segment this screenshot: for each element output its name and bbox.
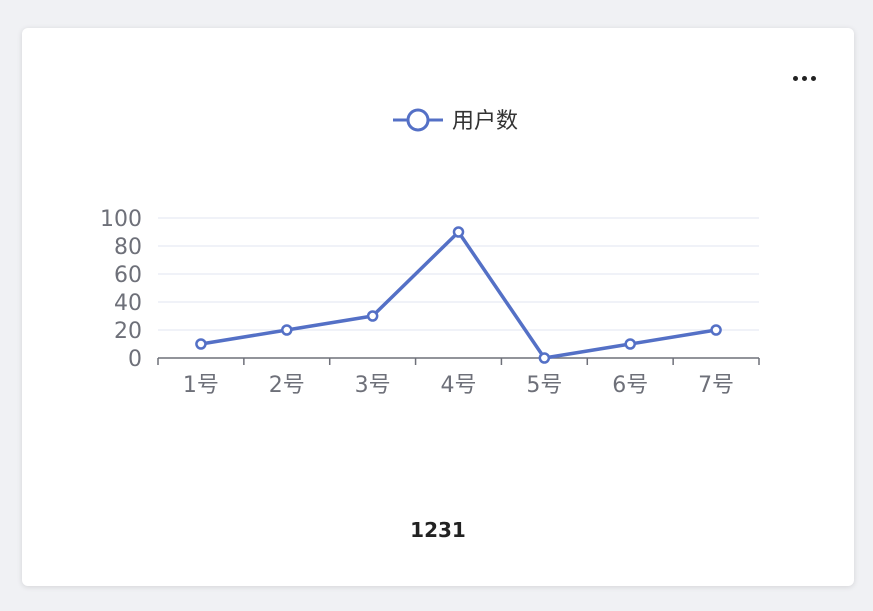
y-tick-label: 40 [114,291,142,316]
x-tick-label: 1号 [183,373,219,398]
y-tick-label: 60 [114,263,142,288]
y-tick-label: 80 [114,235,142,260]
x-tick-label: 4号 [441,373,477,398]
y-tick-label: 100 [100,207,142,232]
data-point[interactable] [282,326,291,335]
x-tick-label: 7号 [698,373,734,398]
chart-card: 用户数 0 20 40 60 80 100 1号 2号 3号 4号 5号 6号 7号 1231 [22,28,854,586]
data-point[interactable] [712,326,721,335]
data-point[interactable] [196,340,205,349]
x-tick-label: 3号 [355,373,391,398]
data-point[interactable] [454,228,463,237]
x-tick-label: 5号 [526,373,562,398]
y-tick-label: 20 [114,319,142,344]
data-point[interactable] [540,354,549,363]
chart-series [196,228,720,363]
line-chart: 用户数 0 20 40 60 80 100 1号 2号 3号 4号 5号 6号 7号 [22,28,854,448]
series-line [201,232,716,358]
legend-circle-icon [408,110,428,130]
x-tick-label: 6号 [612,373,648,398]
y-tick-label: 0 [128,347,142,372]
data-point[interactable] [626,340,635,349]
footer-value: 1231 [22,518,854,542]
y-axis: 0 20 40 60 80 100 [100,207,142,372]
x-tick-label: 2号 [269,373,305,398]
legend-label[interactable]: 用户数 [452,109,518,134]
data-point[interactable] [368,312,377,321]
chart-legend[interactable]: 用户数 [393,109,518,134]
x-axis: 1号 2号 3号 4号 5号 6号 7号 [158,358,759,398]
